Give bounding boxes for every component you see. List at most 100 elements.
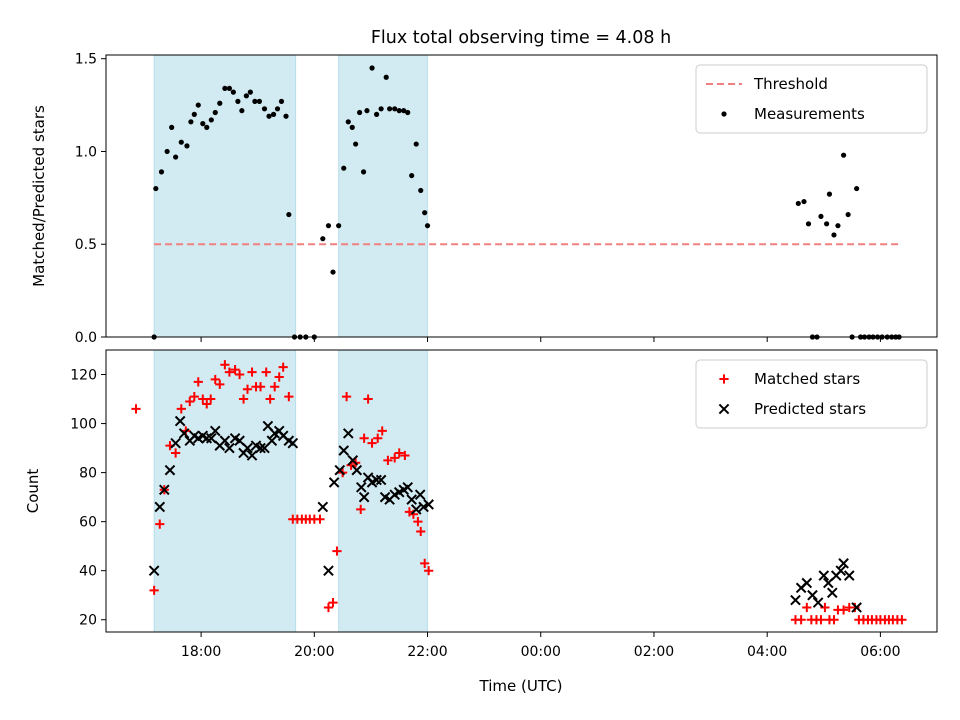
measurement-point <box>422 210 428 216</box>
predicted-star-point <box>224 442 235 454</box>
matched-star-point <box>155 519 165 529</box>
measurement-point <box>373 111 380 117</box>
predicted-star-point <box>371 474 382 486</box>
matched-star-point <box>261 367 271 377</box>
matched-star-point <box>816 615 826 625</box>
measurement-point <box>178 139 184 145</box>
measurement-point <box>188 119 194 125</box>
legend-label: Predicted stars <box>754 400 866 418</box>
predicted-star-point <box>355 482 367 493</box>
predicted-star-point <box>351 464 363 476</box>
measurement-point <box>266 113 272 119</box>
bottom-panel: 20 40 60 80 100 120 18:00 20:00 22:00 00:00 02:00 0… <box>24 349 938 660</box>
matched-star-point <box>206 394 216 404</box>
measurement-point <box>336 223 342 229</box>
measurement-point <box>826 191 833 197</box>
matched-star-point <box>198 394 208 404</box>
matched-star-point <box>359 433 369 443</box>
predicted-star-point <box>347 455 359 466</box>
measurement-point <box>835 223 841 229</box>
predicted-star-point <box>209 425 221 437</box>
top-panel: 0.0 0.5 1.0 1.5 Matched/Predicted stars Thres… <box>30 52 938 346</box>
matched-star-point <box>413 517 423 527</box>
matched-star-point <box>234 369 245 380</box>
predicted-star-point <box>164 464 176 476</box>
matched-star-point <box>274 372 284 382</box>
predicted-star-point <box>790 594 801 606</box>
predicted-star-point <box>287 437 299 449</box>
legend-swatch <box>718 403 730 415</box>
measurement-point <box>345 119 351 125</box>
measurement-point <box>153 185 159 192</box>
predicted-star-point <box>342 428 354 439</box>
matched-star-point <box>284 391 294 402</box>
predicted-star-point <box>246 450 258 461</box>
predicted-star-point <box>812 597 824 608</box>
matched-star-point <box>390 453 400 463</box>
measurement-point <box>349 124 355 130</box>
legend: Matched stars Predicted stars <box>695 359 928 429</box>
y-tick-label: 80 <box>79 466 97 482</box>
measurement-point <box>200 121 206 127</box>
predicted-star-point <box>826 587 838 599</box>
measurement-point <box>222 85 228 91</box>
measurement-point <box>208 117 214 123</box>
predicted-star-point <box>807 589 818 601</box>
predicted-star-point <box>410 504 422 515</box>
x-tick-label: 20:00 <box>294 644 334 660</box>
measurement-point <box>413 141 419 147</box>
predicted-star-point <box>406 494 417 505</box>
predicted-star-point <box>334 464 346 476</box>
legend: Threshold Measurements <box>695 64 928 134</box>
matched-star-point <box>171 448 181 458</box>
matched-star-point <box>420 558 430 568</box>
measurement-point <box>854 185 860 192</box>
measurement-point <box>256 98 263 104</box>
matched-star-point <box>230 365 240 375</box>
predicted-star-point <box>338 445 350 456</box>
measurement-point <box>169 124 175 130</box>
matched-star-point <box>255 382 266 392</box>
predicted-star-point <box>358 491 370 503</box>
measurement-point <box>845 211 851 218</box>
x-tick-label: 04:00 <box>747 644 787 660</box>
matched-star-point <box>829 615 839 625</box>
matched-star-point <box>377 426 387 436</box>
measurement-point <box>405 109 411 116</box>
matched-star-point <box>149 585 159 595</box>
measurement-point <box>239 108 245 114</box>
matched-star-point <box>383 455 393 465</box>
y-tick-label: 60 <box>79 515 97 531</box>
matched-star-point <box>400 450 410 461</box>
legend-swatch <box>719 374 729 384</box>
measurement-point <box>831 232 837 238</box>
matched-star-point <box>210 374 220 385</box>
predicted-star-point <box>843 570 855 581</box>
matched-star-point <box>278 362 288 372</box>
matched-star-point <box>247 367 257 377</box>
measurement-point <box>325 223 332 229</box>
y-tick-label: 20 <box>79 613 97 629</box>
measurement-point <box>252 98 258 104</box>
measurement-point <box>805 221 812 227</box>
measurement-point <box>191 111 197 117</box>
measurement-point <box>261 106 268 112</box>
legend-frame <box>695 64 928 134</box>
measurement-point <box>357 109 363 116</box>
predicted-star-point <box>255 442 266 454</box>
matched-star-point <box>897 615 907 625</box>
y-tick-label: 120 <box>70 368 97 384</box>
measurement-point <box>353 141 359 147</box>
predicted-star-point <box>328 477 340 488</box>
matched-star-point <box>193 377 203 387</box>
legend-label: Measurements <box>754 105 865 123</box>
matched-star-point <box>424 566 434 576</box>
predicted-star-point <box>242 442 253 454</box>
measurement-point <box>283 113 289 119</box>
predicted-star-point <box>219 435 231 447</box>
shaded-region <box>153 349 297 633</box>
matched-star-point <box>323 602 334 613</box>
matched-star-point <box>242 384 253 394</box>
measurement-point <box>369 65 375 71</box>
x-tick-label: 06:00 <box>860 644 900 660</box>
